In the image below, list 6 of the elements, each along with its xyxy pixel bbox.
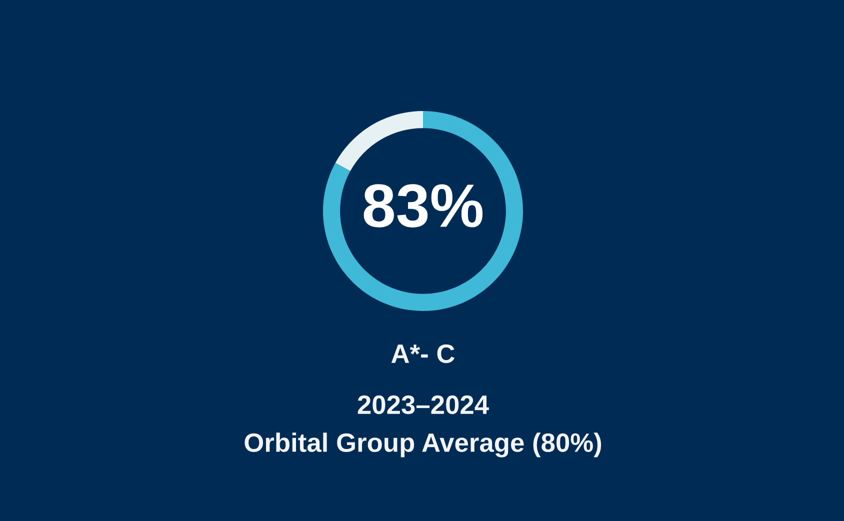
text: A*- C <box>391 344 455 364</box>
donut-slice <box>335 111 423 172</box>
text: 2023–2024 <box>358 395 489 414</box>
data-label: 83% <box>364 184 483 228</box>
text: Orbital Group Average (80%) <box>244 432 602 458</box>
donut-slice <box>323 111 523 311</box>
